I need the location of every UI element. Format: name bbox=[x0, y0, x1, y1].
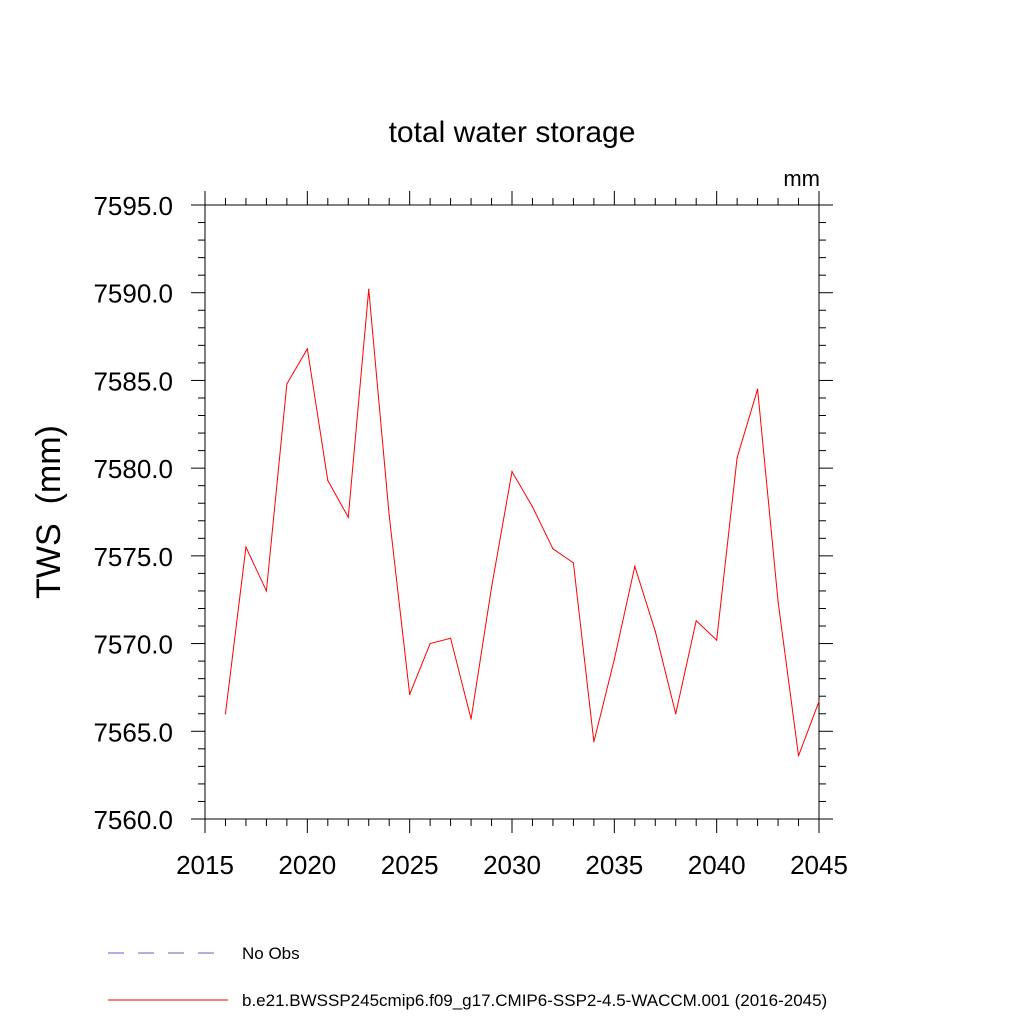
legend-no-obs-label: No Obs bbox=[242, 944, 300, 963]
axis-tick-labels: 2015 2020 2025 2030 2035 2040 2045 7560.0 7565.0… bbox=[93, 191, 847, 880]
data-point bbox=[409, 693, 411, 696]
plot-frame bbox=[204, 204, 820, 820]
x-tick-label: 2030 bbox=[483, 850, 541, 880]
y-tick-label: 7570.0 bbox=[93, 630, 173, 660]
series-line bbox=[224, 289, 820, 757]
y-tick-label: 7560.0 bbox=[93, 805, 173, 835]
data-point bbox=[777, 600, 779, 603]
axis-ticks bbox=[191, 191, 833, 833]
data-point bbox=[716, 639, 718, 641]
data-point bbox=[368, 288, 370, 290]
data-point bbox=[245, 546, 247, 548]
data-point bbox=[286, 383, 288, 385]
data-point bbox=[593, 741, 595, 743]
data-point bbox=[265, 590, 267, 592]
y-tick-label: 7575.0 bbox=[93, 542, 173, 572]
data-point bbox=[388, 514, 390, 517]
chart-title: total water storage bbox=[389, 116, 636, 149]
data-point bbox=[695, 620, 697, 622]
data-series bbox=[224, 288, 820, 757]
x-tick-label: 2025 bbox=[381, 850, 439, 880]
y-tick-label: 7565.0 bbox=[93, 717, 173, 747]
x-tick-label: 2020 bbox=[278, 850, 336, 880]
data-point bbox=[327, 479, 329, 482]
data-point bbox=[613, 658, 615, 660]
y-tick-label: 7590.0 bbox=[93, 279, 173, 309]
data-point bbox=[429, 642, 431, 645]
data-point bbox=[552, 548, 554, 550]
data-point bbox=[757, 388, 759, 390]
data-point bbox=[654, 630, 656, 632]
data-point bbox=[531, 506, 534, 508]
data-point bbox=[224, 713, 227, 715]
data-point bbox=[450, 637, 452, 639]
x-tick-label: 2040 bbox=[688, 850, 746, 880]
data-point bbox=[675, 713, 677, 715]
data-point bbox=[347, 516, 349, 518]
x-tick-label: 2015 bbox=[176, 850, 234, 880]
data-point bbox=[306, 348, 308, 350]
y-tick-label: 7580.0 bbox=[93, 454, 173, 484]
y-axis-label: TWS (mm) bbox=[30, 425, 68, 599]
y-tick-label: 7585.0 bbox=[93, 366, 173, 396]
units-label: mm bbox=[783, 166, 820, 191]
data-point bbox=[470, 718, 472, 720]
data-point bbox=[818, 700, 820, 703]
data-point bbox=[490, 586, 493, 589]
x-tick-label: 2045 bbox=[790, 850, 848, 880]
data-point bbox=[797, 755, 800, 757]
y-tick-label: 7595.0 bbox=[93, 191, 173, 221]
data-point bbox=[736, 457, 738, 459]
data-point bbox=[511, 471, 513, 473]
data-point bbox=[634, 565, 636, 567]
x-tick-label: 2035 bbox=[585, 850, 643, 880]
legend-model-label: b.e21.BWSSP245cmip6.f09_g17.CMIP6-SSP2-4… bbox=[242, 991, 827, 1010]
legend: No Obs b.e21.BWSSP245cmip6.f09_g17.CMIP6… bbox=[108, 944, 827, 1010]
data-point bbox=[572, 562, 575, 564]
